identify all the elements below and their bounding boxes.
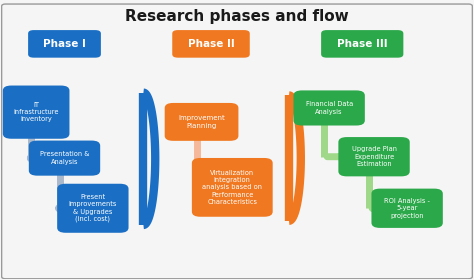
Text: Presentation &
Analysis: Presentation & Analysis [40,151,89,165]
FancyBboxPatch shape [1,4,473,279]
FancyBboxPatch shape [321,30,403,58]
FancyBboxPatch shape [164,103,238,141]
FancyBboxPatch shape [172,30,250,58]
FancyBboxPatch shape [57,184,128,233]
FancyBboxPatch shape [372,189,443,228]
FancyBboxPatch shape [192,158,273,217]
Text: Phase III: Phase III [337,39,388,49]
FancyBboxPatch shape [3,85,70,139]
Text: Financial Data
Analysis: Financial Data Analysis [306,101,353,115]
Text: Phase II: Phase II [188,39,234,49]
Text: IT
infrastructure
inventory: IT infrastructure inventory [13,102,59,122]
FancyBboxPatch shape [338,137,410,176]
Text: Research phases and flow: Research phases and flow [125,8,349,24]
Text: ROI Analysis -
5-year
projection: ROI Analysis - 5-year projection [384,198,430,218]
Text: Improvement
Planning: Improvement Planning [178,115,225,129]
Text: Phase I: Phase I [43,39,86,49]
Text: Virtualization
integration
analysis based on
Performance
Characteristics: Virtualization integration analysis base… [202,170,262,205]
FancyBboxPatch shape [29,141,100,176]
FancyBboxPatch shape [28,30,101,58]
FancyBboxPatch shape [293,90,365,125]
Text: Upgrade Plan
Expenditure
Estimation: Upgrade Plan Expenditure Estimation [352,146,397,167]
Text: Present
Improvements
& Upgrades
(incl. cost): Present Improvements & Upgrades (incl. c… [69,194,117,222]
